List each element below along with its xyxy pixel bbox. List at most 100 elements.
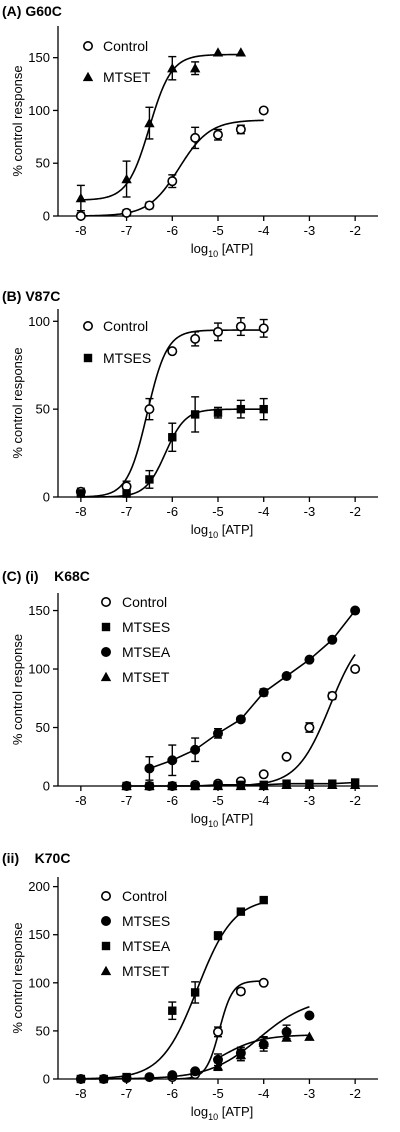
y-tick-label: 200 [28, 879, 50, 894]
data-point [304, 1010, 315, 1021]
data-point [304, 722, 315, 733]
data-point [236, 404, 246, 414]
data-point [189, 63, 201, 73]
data-point [258, 780, 269, 791]
data-point [190, 132, 201, 143]
fit-curve [80, 119, 264, 217]
legend-label: MTSET [122, 669, 170, 685]
x-axis-label: log10 [ATP] [191, 1104, 254, 1122]
legend-entry-mtset: MTSET [82, 69, 151, 85]
data-point [121, 780, 132, 791]
x-tick-label: -8 [75, 504, 87, 519]
legend-entry-mtsea: MTSEA [101, 644, 171, 660]
x-tick-label: -6 [167, 504, 179, 519]
x-tick-label: -5 [212, 223, 224, 238]
series-mtsea [144, 605, 361, 781]
data-point [235, 321, 246, 332]
data-point [122, 489, 131, 498]
x-tick-label: -6 [167, 1086, 179, 1101]
x-tick-label: -7 [121, 223, 133, 238]
y-tick-label: 150 [28, 927, 50, 942]
data-point [213, 326, 224, 337]
x-tick-label: -6 [167, 223, 179, 238]
x-tick-label: -3 [304, 793, 316, 808]
x-tick-label: -7 [121, 1086, 133, 1101]
x-tick-label: -4 [258, 504, 270, 519]
data-point [144, 763, 155, 774]
panel-2: (B) V87C -8 -7 -6 -5 -4 -3 -2 0 50 100 log10 [ATP]%… [2, 288, 378, 540]
legend-entry-mtses: MTSES [83, 350, 151, 366]
data-point [76, 489, 86, 498]
x-tick-label: -3 [304, 223, 316, 238]
y-tick-label: 100 [28, 662, 50, 677]
x-tick-label: -2 [349, 504, 361, 519]
data-point [213, 129, 224, 140]
data-point [213, 931, 223, 940]
data-point [213, 408, 223, 417]
data-point [258, 769, 269, 780]
x-tick-label: -2 [349, 793, 361, 808]
legend-marker [100, 671, 112, 682]
y-tick-label: 0 [43, 209, 50, 224]
data-point [235, 714, 246, 725]
series-control [75, 105, 269, 222]
data-point [212, 780, 224, 791]
legend-label: MTSET [103, 69, 151, 85]
data-point [281, 671, 292, 682]
data-point [167, 63, 178, 73]
x-tick-label: -4 [258, 1086, 270, 1101]
legend-entry-control: Control [101, 594, 167, 610]
x-tick-label: -5 [212, 504, 224, 519]
legend-marker [83, 353, 93, 363]
legend-entry-mtses: MTSES [101, 619, 170, 635]
data-point [190, 988, 200, 997]
data-point [190, 410, 200, 419]
data-point [304, 779, 315, 789]
data-point [212, 1061, 224, 1071]
legend-marker [101, 916, 111, 926]
x-axis-label: log10 [ATP] [191, 241, 254, 259]
data-point [258, 105, 269, 116]
panel-label: (C) (i) K68C [2, 568, 90, 584]
y-tick-label: 100 [28, 103, 50, 118]
x-tick-label: -8 [75, 793, 87, 808]
data-point [235, 780, 247, 791]
data-point [144, 1072, 155, 1083]
data-point [145, 475, 154, 484]
legend-marker [101, 596, 112, 607]
legend-label: Control [103, 318, 148, 334]
data-point [167, 755, 178, 766]
x-tick-label: -4 [258, 223, 270, 238]
data-point [75, 211, 86, 222]
y-axis-label: % control response [10, 634, 25, 745]
data-point [122, 1072, 131, 1082]
data-point [327, 779, 338, 789]
legend-label: Control [103, 38, 148, 54]
legend-label: MTSEA [122, 938, 171, 954]
x-axis-label: log10 [ATP] [191, 811, 254, 829]
legend-entry-mtset: MTSET [100, 669, 170, 685]
y-tick-label: 150 [28, 50, 50, 65]
legend-marker [101, 890, 112, 901]
data-point [350, 605, 361, 616]
series-mtset [212, 1031, 315, 1072]
data-point [235, 124, 246, 135]
data-point [281, 751, 292, 762]
legend-marker [101, 622, 111, 632]
data-point [258, 977, 269, 988]
legend-marker [101, 941, 111, 951]
data-point [213, 1026, 224, 1037]
data-point [167, 176, 178, 187]
data-point [167, 780, 178, 791]
legend-entry-control: Control [101, 888, 167, 904]
data-point [167, 346, 178, 357]
data-point [75, 192, 87, 203]
legend-marker [83, 320, 94, 331]
y-tick-label: 0 [43, 779, 50, 794]
legend-label: Control [122, 888, 167, 904]
x-tick-label: -5 [212, 793, 224, 808]
data-point [212, 47, 224, 57]
data-point [168, 433, 177, 442]
data-point [121, 207, 132, 218]
